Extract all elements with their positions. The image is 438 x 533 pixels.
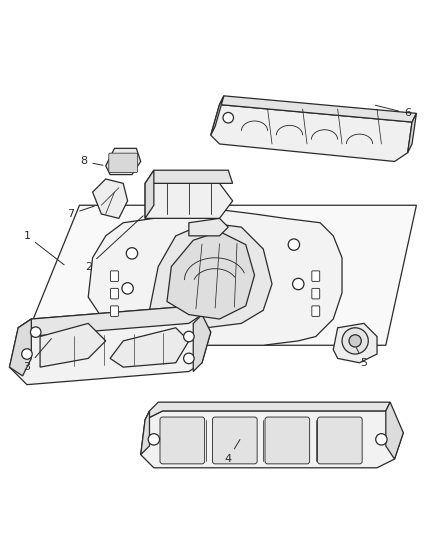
Polygon shape [10,319,31,376]
Polygon shape [145,183,232,219]
Circle shape [375,434,386,445]
Text: 5: 5 [356,348,367,368]
Polygon shape [193,314,210,372]
Polygon shape [149,223,272,328]
FancyBboxPatch shape [311,288,319,299]
Polygon shape [145,170,232,183]
Circle shape [348,335,360,347]
Circle shape [223,112,233,123]
Circle shape [288,239,299,251]
Circle shape [183,353,194,364]
Polygon shape [385,402,403,459]
Circle shape [148,434,159,445]
FancyBboxPatch shape [317,417,361,464]
Polygon shape [141,411,403,468]
Polygon shape [407,114,416,153]
Polygon shape [106,148,141,175]
Circle shape [183,332,194,342]
Polygon shape [110,328,188,367]
FancyBboxPatch shape [159,417,204,464]
Polygon shape [10,306,210,385]
Text: 2: 2 [85,216,143,271]
Polygon shape [22,205,416,345]
Polygon shape [145,402,389,419]
Polygon shape [188,219,228,236]
Text: 8: 8 [80,157,103,166]
Circle shape [341,328,367,354]
Text: 4: 4 [224,440,240,464]
Polygon shape [210,96,223,135]
Text: 6: 6 [374,105,410,118]
Polygon shape [332,324,376,363]
Text: 7: 7 [67,206,94,219]
Circle shape [122,282,133,294]
Polygon shape [18,306,201,336]
Circle shape [292,278,303,290]
FancyBboxPatch shape [109,153,138,172]
Polygon shape [92,179,127,219]
Text: 3: 3 [23,338,51,372]
Polygon shape [145,170,153,219]
Circle shape [21,349,32,359]
FancyBboxPatch shape [311,306,319,317]
FancyBboxPatch shape [212,417,257,464]
Text: 1: 1 [23,231,64,265]
Polygon shape [40,324,106,367]
Polygon shape [166,231,254,319]
Polygon shape [88,209,341,345]
Polygon shape [219,96,416,122]
Circle shape [30,327,41,337]
Polygon shape [141,411,149,455]
FancyBboxPatch shape [311,271,319,281]
FancyBboxPatch shape [110,288,118,299]
Polygon shape [210,104,411,161]
FancyBboxPatch shape [110,271,118,281]
Circle shape [126,248,138,259]
FancyBboxPatch shape [265,417,309,464]
FancyBboxPatch shape [110,306,118,317]
